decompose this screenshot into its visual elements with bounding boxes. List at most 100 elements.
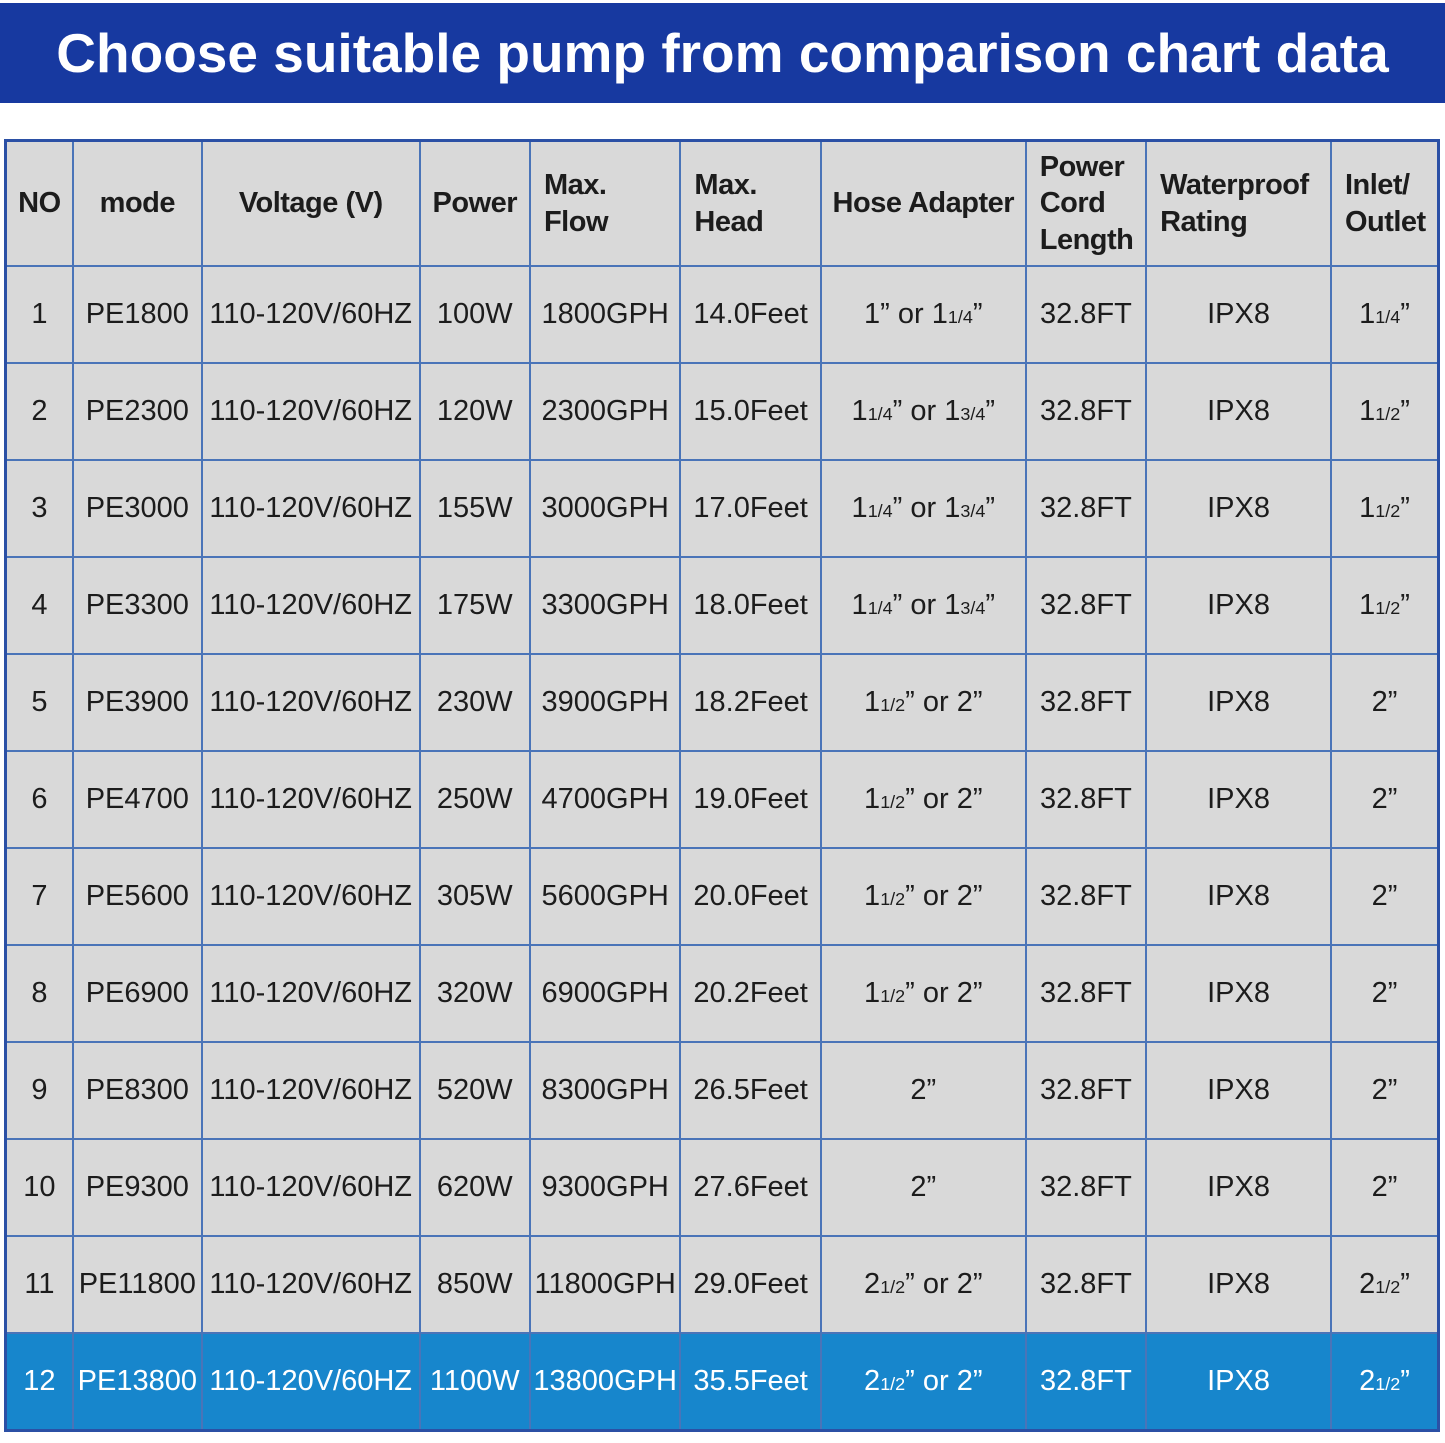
table-row-5: 5 PE3900 110-120V/60HZ 230W 3900GPH 18.2Feet 1… [4,653,1440,752]
fraction-text: 1/2 [880,1277,906,1297]
cell-power_cord_length: 32.8FT [1024,1332,1148,1432]
cell-hose_adapter: 11/4” or 13/4” [819,459,1027,558]
cell-waterproof_rating: IPX8 [1145,1235,1332,1334]
cell-power: 230W [418,653,531,752]
cell-no: 8 [4,944,74,1043]
cell-mode: PE2300 [71,362,203,461]
cell-max_head: 14.0Feet [679,265,822,364]
cell-no: 11 [4,1235,74,1334]
fraction-text: 1/2 [880,695,906,715]
cell-no: 7 [4,847,74,946]
cell-max_head: 19.0Feet [679,750,822,849]
cell-max_head: 18.2Feet [679,653,822,752]
column-header-voltage: Voltage (V) [200,139,421,267]
cell-hose_adapter: 2” [819,1138,1027,1237]
table-row-12: 12 PE13800 110-120V/60HZ 1100W 13800GPH 35.5F… [4,1332,1440,1432]
cell-no: 3 [4,459,74,558]
cell-waterproof_rating: IPX8 [1145,944,1332,1043]
cell-max_flow: 5600GPH [528,847,682,946]
cell-power: 320W [418,944,531,1043]
cell-waterproof_rating: IPX8 [1145,1138,1332,1237]
table-row-9: 9 PE8300 110-120V/60HZ 520W 8300GPH 26.5Feet 2… [4,1041,1440,1140]
cell-hose_adapter: 2” [819,1041,1027,1140]
cell-max_head: 15.0Feet [679,362,822,461]
cell-max_flow: 4700GPH [528,750,682,849]
cell-waterproof_rating: IPX8 [1145,556,1332,655]
cell-inlet_outlet: 2” [1329,847,1440,946]
banner-title: Choose suitable pump from comparison cha… [56,22,1389,84]
cell-no: 6 [4,750,74,849]
cell-mode: PE8300 [71,1041,203,1140]
fraction-text: 3/4 [960,501,986,521]
cell-hose_adapter: 21/2” or 2” [819,1332,1027,1432]
cell-voltage: 110-120V/60HZ [200,265,421,364]
cell-hose_adapter: 21/2” or 2” [819,1235,1027,1334]
cell-mode: PE13800 [71,1332,203,1432]
cell-max_flow: 6900GPH [528,944,682,1043]
cell-no: 5 [4,653,74,752]
cell-mode: PE4700 [71,750,203,849]
cell-voltage: 110-120V/60HZ [200,1041,421,1140]
cell-power: 1100W [418,1332,531,1432]
cell-voltage: 110-120V/60HZ [200,847,421,946]
cell-max_head: 20.2Feet [679,944,822,1043]
fraction-text: 1/2 [880,1374,906,1394]
cell-waterproof_rating: IPX8 [1145,265,1332,364]
fraction-text: 1/4 [867,404,893,424]
cell-max_head: 20.0Feet [679,847,822,946]
cell-power: 520W [418,1041,531,1140]
cell-waterproof_rating: IPX8 [1145,750,1332,849]
cell-inlet_outlet: 2” [1329,1138,1440,1237]
fraction-text: 1/2 [880,889,906,909]
cell-max_flow: 13800GPH [528,1332,682,1432]
cell-power: 175W [418,556,531,655]
cell-max_flow: 3300GPH [528,556,682,655]
cell-power: 120W [418,362,531,461]
cell-inlet_outlet: 2” [1329,944,1440,1043]
cell-waterproof_rating: IPX8 [1145,362,1332,461]
cell-no: 4 [4,556,74,655]
cell-hose_adapter: 11/2” or 2” [819,944,1027,1043]
pump-comparison-table: NO mode Voltage (V) Power Max. Flow Max. Head… [4,139,1440,1432]
cell-hose_adapter: 11/2” or 2” [819,847,1027,946]
cell-max_head: 29.0Feet [679,1235,822,1334]
cell-inlet_outlet: 2” [1329,653,1440,752]
cell-no: 12 [4,1332,74,1432]
table-row-2: 2 PE2300 110-120V/60HZ 120W 2300GPH 15.0Feet 1… [4,362,1440,461]
table-row-3: 3 PE3000 110-120V/60HZ 155W 3000GPH 17.0Feet 1… [4,459,1440,558]
cell-waterproof_rating: IPX8 [1145,459,1332,558]
cell-hose_adapter: 1” or 11/4” [819,265,1027,364]
fraction-text: 3/4 [960,598,986,618]
cell-waterproof_rating: IPX8 [1145,847,1332,946]
cell-max_flow: 9300GPH [528,1138,682,1237]
cell-inlet_outlet: 21/2” [1329,1235,1440,1334]
fraction-text: 1/2 [1375,598,1401,618]
cell-power_cord_length: 32.8FT [1024,944,1148,1043]
cell-power_cord_length: 32.8FT [1024,362,1148,461]
fraction-text: 3/4 [960,404,986,424]
banner: Choose suitable pump from comparison cha… [0,3,1445,103]
cell-no: 9 [4,1041,74,1140]
cell-max_head: 18.0Feet [679,556,822,655]
fraction-text: 1/4 [947,307,973,327]
cell-hose_adapter: 11/4” or 13/4” [819,362,1027,461]
fraction-text: 1/2 [1375,501,1401,521]
cell-voltage: 110-120V/60HZ [200,1138,421,1237]
cell-power: 850W [418,1235,531,1334]
cell-hose_adapter: 11/4” or 13/4” [819,556,1027,655]
cell-power_cord_length: 32.8FT [1024,1138,1148,1237]
fraction-text: 1/4 [867,501,893,521]
cell-waterproof_rating: IPX8 [1145,1041,1332,1140]
cell-power_cord_length: 32.8FT [1024,847,1148,946]
cell-inlet_outlet: 2” [1329,1041,1440,1140]
cell-power_cord_length: 32.8FT [1024,556,1148,655]
table-row-1: 1 PE1800 110-120V/60HZ 100W 1800GPH 14.0Feet 1… [4,265,1440,364]
cell-waterproof_rating: IPX8 [1145,653,1332,752]
cell-voltage: 110-120V/60HZ [200,1235,421,1334]
cell-inlet_outlet: 11/2” [1329,556,1440,655]
cell-mode: PE11800 [71,1235,203,1334]
cell-max_flow: 11800GPH [528,1235,682,1334]
cell-max_flow: 1800GPH [528,265,682,364]
cell-power: 620W [418,1138,531,1237]
table-row-8: 8 PE6900 110-120V/60HZ 320W 6900GPH 20.2Feet 1… [4,944,1440,1043]
